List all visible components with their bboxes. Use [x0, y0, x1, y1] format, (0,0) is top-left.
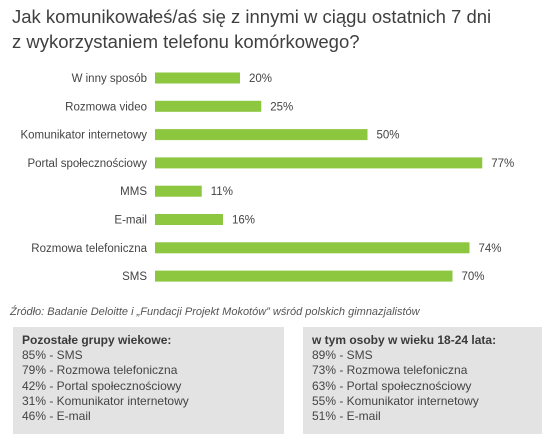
bar — [155, 242, 470, 254]
value-label: 20% — [249, 73, 272, 85]
value-label: 77% — [491, 158, 514, 170]
value-label: 70% — [462, 271, 485, 283]
other-age-groups-heading: Pozostałe grupy wiekowe: — [22, 333, 172, 347]
age-18-24-item: 55% - Komunikator internetowy — [312, 393, 479, 408]
bar — [155, 72, 240, 84]
bar — [155, 214, 223, 225]
bar — [155, 129, 368, 141]
value-label: 16% — [232, 215, 255, 227]
value-label: 74% — [479, 243, 502, 255]
other-age-groups-item: 79% - Rozmowa telefoniczna — [22, 363, 178, 378]
category-label: E-mail — [114, 215, 147, 227]
category-label: Komunikator internetowy — [20, 130, 147, 142]
other-age-groups-item: 85% - SMS — [22, 348, 83, 363]
other-age-groups-box: Pozostałe grupy wiekowe: 85% - SMS 79% -… — [13, 327, 284, 434]
chart-title-line-1: Jak komunikowałeś/aś się z innymi w ciąg… — [12, 6, 492, 27]
other-age-groups-item: 42% - Portal społecznościowy — [22, 378, 182, 393]
chart-title: Jak komunikowałeś/aś się z innymi w ciąg… — [12, 4, 548, 54]
age-18-24-heading: w tym osoby w wieku 18-24 lata: — [312, 333, 497, 347]
other-age-groups-item: 31% - Komunikator internetowy — [22, 393, 189, 408]
bar-chart: W inny sposób 20% Rozmowa video 25% Komunika… — [20, 72, 514, 283]
category-label: MMS — [120, 186, 147, 198]
category-label: W inny sposób — [72, 73, 147, 85]
other-age-groups-item: 46% - E-mail — [22, 409, 91, 424]
age-18-24-item: 89% - SMS — [312, 348, 373, 363]
category-label: Rozmowa telefoniczna — [31, 243, 147, 255]
category-label: Rozmowa video — [65, 101, 147, 113]
age-18-24-item: 51% - E-mail — [312, 409, 381, 424]
category-label: Portal społecznościowy — [27, 158, 147, 170]
age-18-24-item: 63% - Portal społecznościowy — [312, 378, 472, 393]
bar — [155, 185, 202, 197]
bar — [155, 270, 453, 282]
value-label: 50% — [377, 130, 400, 142]
age-18-24-box: w tym osoby w wieku 18-24 lata: 89% - SM… — [303, 327, 542, 434]
value-label: 11% — [211, 186, 233, 198]
age-18-24-item: 73% - Rozmowa telefoniczna — [312, 363, 468, 378]
source-note: Źródło: Badanie Deloitte i „Fundacji Pro… — [10, 306, 420, 318]
category-label: SMS — [122, 271, 147, 283]
value-label: 25% — [270, 101, 293, 113]
chart-title-line-2: z wykorzystaniem telefonu komórkowego? — [12, 31, 360, 52]
bar — [155, 157, 483, 169]
bar — [155, 100, 262, 112]
